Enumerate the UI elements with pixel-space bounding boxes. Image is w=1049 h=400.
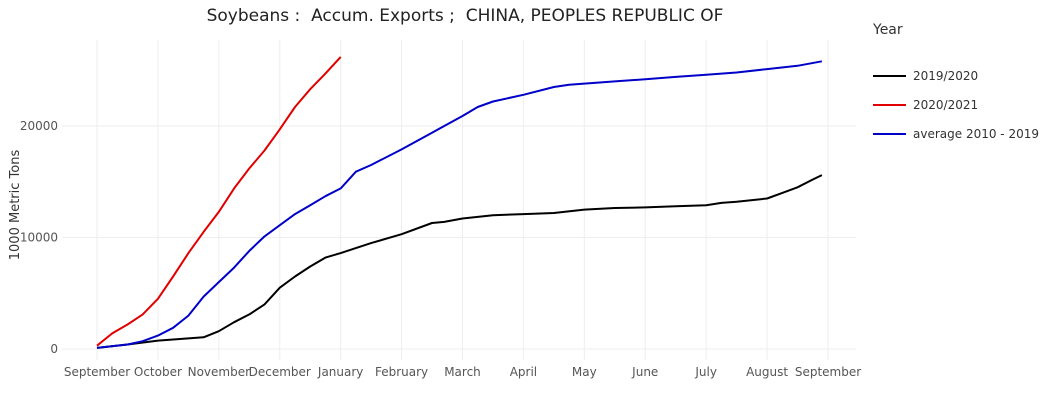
x-tick-label: April bbox=[510, 365, 537, 379]
x-tick-label: September bbox=[795, 365, 861, 379]
x-tick-label: November bbox=[188, 365, 250, 379]
y-tick-label: 10000 bbox=[20, 231, 58, 245]
line-swatch-icon bbox=[873, 104, 906, 106]
series-line[interactable] bbox=[96, 56, 342, 347]
y-axis-label: 1000 Metric Tons bbox=[8, 150, 23, 261]
x-tick-label: January bbox=[317, 365, 364, 379]
legend-label: average 2010 - 2019 bbox=[913, 127, 1039, 141]
y-axis: 0 10000 20000 bbox=[20, 119, 58, 356]
x-tick-label: June bbox=[631, 365, 658, 379]
legend-item-2020-2021[interactable]: 2020/2021 bbox=[873, 93, 1039, 117]
x-tick-label: September bbox=[64, 365, 130, 379]
legend-item-average[interactable]: average 2010 - 2019 bbox=[873, 122, 1039, 146]
x-tick-label: February bbox=[375, 365, 428, 379]
line-swatch-icon bbox=[873, 133, 906, 135]
legend-title: Year bbox=[873, 22, 903, 38]
y-tick-label: 0 bbox=[50, 342, 58, 356]
series-line[interactable] bbox=[96, 174, 823, 349]
gridlines bbox=[62, 40, 856, 360]
series-line[interactable] bbox=[96, 60, 823, 349]
legend: Year 2019/2020 2020/2021 average 2010 - … bbox=[873, 22, 1039, 151]
series-lines bbox=[96, 56, 823, 349]
legend-item-2019-2020[interactable]: 2019/2020 bbox=[873, 64, 1039, 88]
x-tick-label: December bbox=[249, 365, 311, 379]
legend-label: 2019/2020 bbox=[913, 69, 979, 83]
y-tick-label: 20000 bbox=[20, 119, 58, 133]
x-tick-label: October bbox=[134, 365, 182, 379]
x-tick-label: August bbox=[746, 365, 788, 379]
x-tick-label: May bbox=[572, 365, 597, 379]
x-tick-label: July bbox=[694, 365, 717, 379]
legend-label: 2020/2021 bbox=[913, 98, 979, 112]
chart-title: Soybeans : Accum. Exports ; CHINA, PEOPL… bbox=[206, 6, 724, 26]
x-tick-label: March bbox=[444, 365, 481, 379]
line-swatch-icon bbox=[873, 75, 906, 77]
